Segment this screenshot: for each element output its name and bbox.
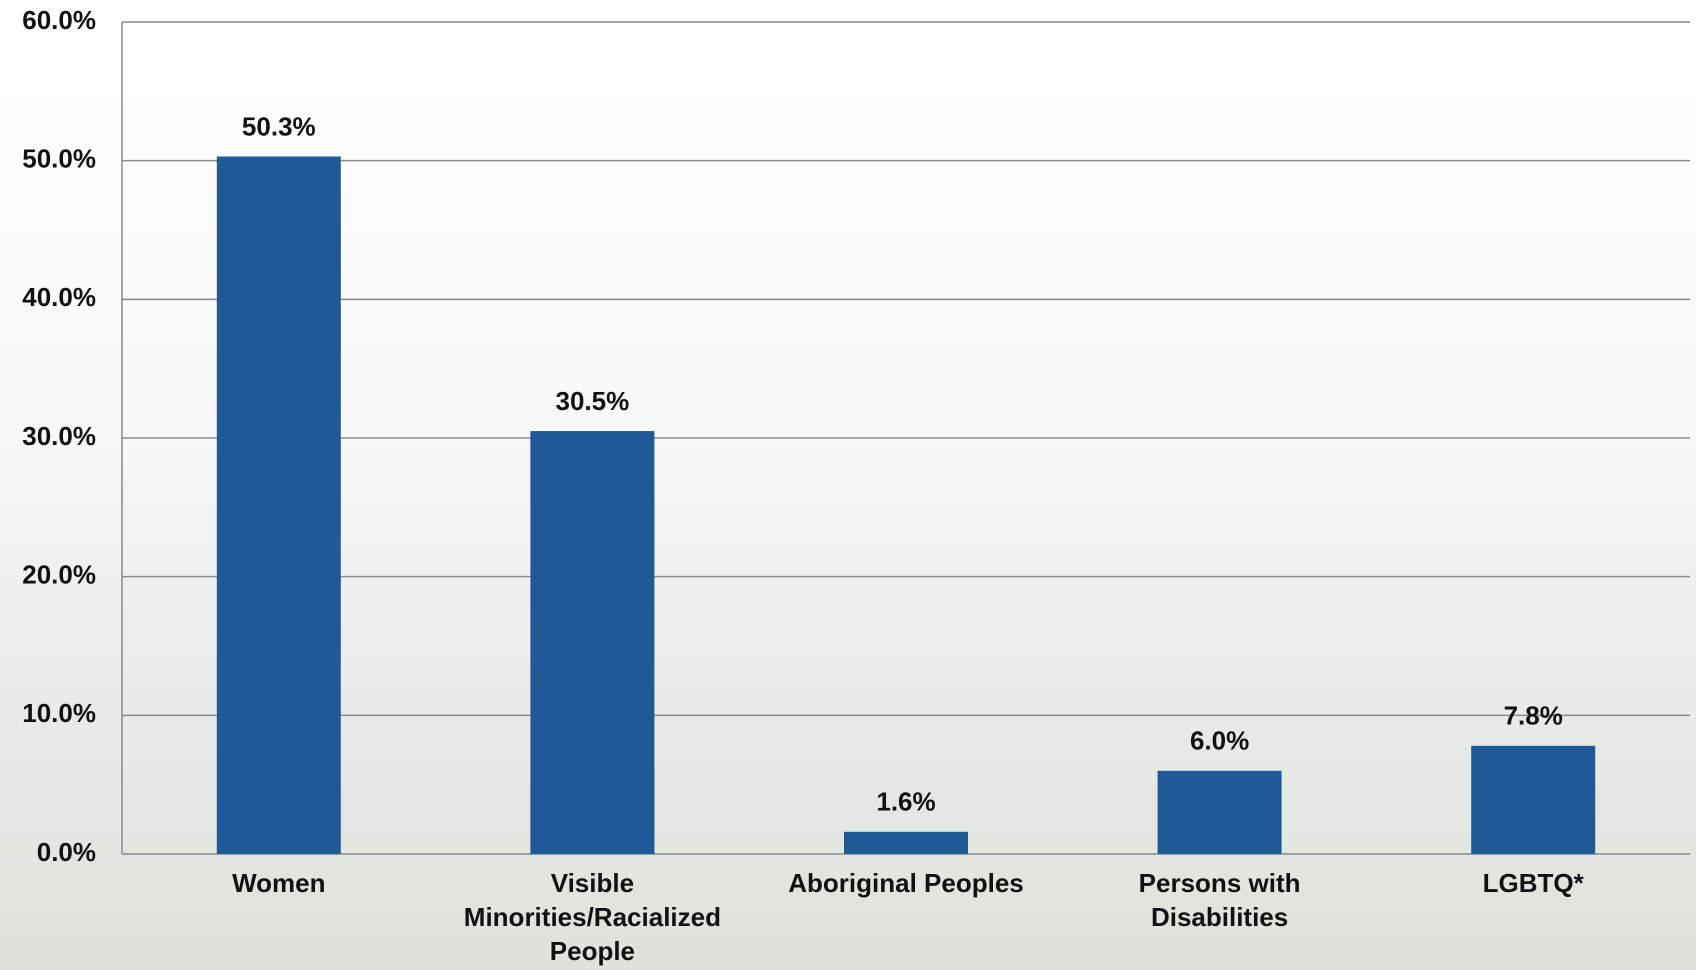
bar	[530, 431, 655, 854]
x-tick-label: Aboriginal Peoples	[788, 868, 1024, 898]
bar	[1471, 745, 1596, 854]
y-tick-label: 20.0%	[22, 560, 96, 590]
y-tick-label: 0.0%	[37, 837, 96, 867]
x-tick-label: LGBTQ*	[1482, 868, 1584, 898]
value-label: 6.0%	[1190, 726, 1249, 756]
x-tick-label: Visible Minorities/Racialized People	[463, 868, 721, 966]
value-label: 1.6%	[876, 787, 935, 817]
value-label: 50.3%	[242, 111, 316, 141]
bar	[844, 831, 968, 854]
y-tick-label: 60.0%	[22, 5, 96, 35]
value-label: 30.5%	[556, 386, 630, 416]
x-tick-label: Persons with Disabilities	[1138, 868, 1301, 932]
y-tick-label: 50.0%	[22, 144, 96, 174]
y-tick-label: 40.0%	[22, 282, 96, 312]
x-tick-label: Women	[232, 868, 326, 898]
y-tick-label: 30.0%	[22, 421, 96, 451]
y-tick-label: 10.0%	[22, 698, 96, 728]
bar	[1157, 770, 1282, 854]
value-label: 7.8%	[1504, 701, 1563, 731]
bar	[216, 156, 341, 855]
